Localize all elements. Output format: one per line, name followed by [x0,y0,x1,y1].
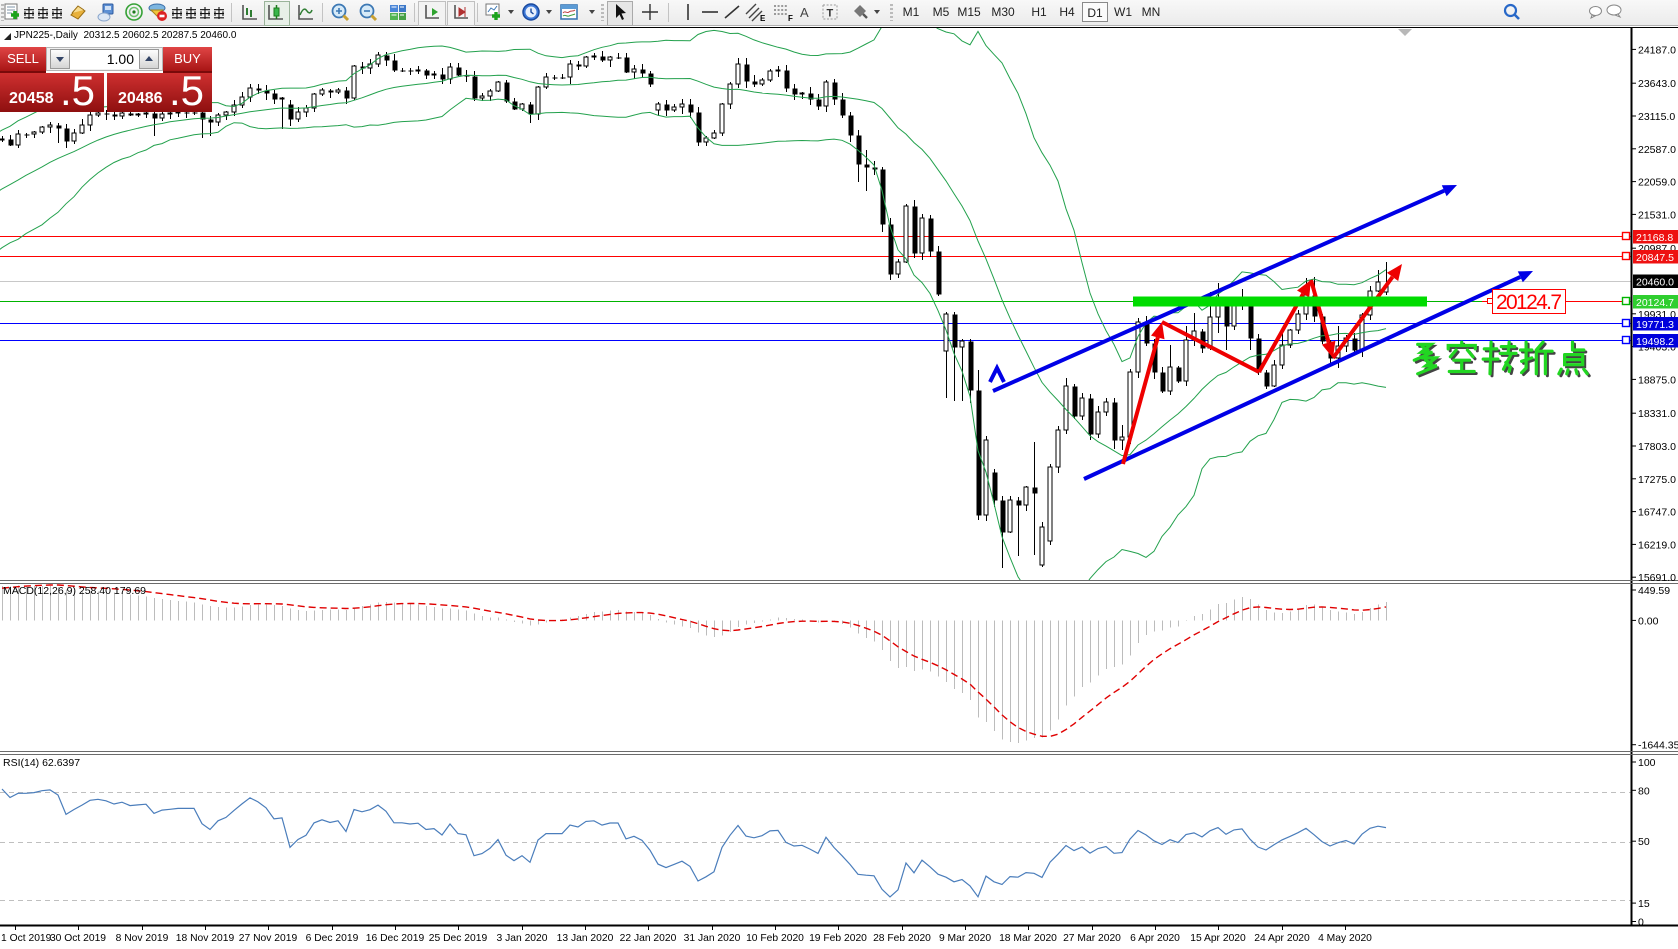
svg-text:E: E [760,14,766,23]
svg-text:18331.0: 18331.0 [1638,408,1676,420]
svg-text:27 Nov 2019: 27 Nov 2019 [239,933,298,944]
svg-text:3 Jan 2020: 3 Jan 2020 [497,933,548,944]
svg-text:16219.0: 16219.0 [1638,539,1676,551]
svg-text:19771.3: 19771.3 [1636,319,1674,331]
svg-text:50: 50 [1638,836,1650,848]
svg-text:F: F [788,14,793,23]
svg-text:9 Mar 2020: 9 Mar 2020 [939,933,991,944]
svg-text:16 Dec 2019: 16 Dec 2019 [366,933,425,944]
svg-text:15 Apr 2020: 15 Apr 2020 [1190,933,1246,944]
svg-text:18875.0: 18875.0 [1638,374,1676,386]
svg-text:100: 100 [1638,757,1656,769]
svg-text:17275.0: 17275.0 [1638,474,1676,486]
svg-text:18 Mar 2020: 18 Mar 2020 [999,933,1057,944]
svg-text:21531.0: 21531.0 [1638,209,1676,221]
svg-text:10 Feb 2020: 10 Feb 2020 [746,933,804,944]
svg-text:4 May 2020: 4 May 2020 [1318,933,1372,944]
svg-text:19498.2: 19498.2 [1636,336,1674,348]
svg-text:8 Nov 2019: 8 Nov 2019 [116,933,169,944]
svg-text:6 Dec 2019: 6 Dec 2019 [306,933,359,944]
svg-text:-1644.35: -1644.35 [1638,740,1678,752]
svg-text:0.00: 0.00 [1638,615,1659,627]
svg-text:18 Nov 2019: 18 Nov 2019 [176,933,235,944]
svg-text:31 Jan 2020: 31 Jan 2020 [684,933,741,944]
svg-text:19 Feb 2020: 19 Feb 2020 [809,933,867,944]
svg-text:22587.0: 22587.0 [1638,144,1676,156]
svg-text:24187.0: 24187.0 [1638,44,1676,56]
svg-text:449.59: 449.59 [1638,585,1670,597]
svg-text:16747.0: 16747.0 [1638,507,1676,519]
svg-text:15: 15 [1638,898,1650,910]
svg-text:RSI(14) 62.6397: RSI(14) 62.6397 [3,757,80,769]
svg-text:27 Mar 2020: 27 Mar 2020 [1063,933,1121,944]
svg-text:22 Jan 2020: 22 Jan 2020 [620,933,677,944]
svg-text:23115.0: 23115.0 [1638,111,1675,123]
svg-text:15691.0: 15691.0 [1638,572,1676,584]
svg-text:MACD(12,26,9) 258.40 179.69: MACD(12,26,9) 258.40 179.69 [3,585,146,597]
svg-text:20124.7: 20124.7 [1636,297,1674,309]
svg-text:20847.5: 20847.5 [1636,252,1674,264]
svg-text:13 Jan 2020: 13 Jan 2020 [557,933,614,944]
svg-text:1 Oct 2019: 1 Oct 2019 [1,933,52,944]
svg-text:80: 80 [1638,785,1650,797]
svg-text:22059.0: 22059.0 [1638,177,1676,189]
svg-text:23643.0: 23643.0 [1638,78,1676,90]
svg-text:30 Oct 2019: 30 Oct 2019 [50,933,106,944]
svg-text:25 Dec 2019: 25 Dec 2019 [429,933,488,944]
svg-text:28 Feb 2020: 28 Feb 2020 [873,933,931,944]
svg-text:21168.8: 21168.8 [1636,232,1673,244]
svg-text:20124.7: 20124.7 [1496,291,1562,314]
svg-text:24 Apr 2020: 24 Apr 2020 [1254,933,1310,944]
svg-text:T: T [827,8,834,20]
svg-text:17803.0: 17803.0 [1638,441,1676,453]
svg-text:6 Apr 2020: 6 Apr 2020 [1130,933,1180,944]
svg-text:20460.0: 20460.0 [1636,277,1674,289]
svg-text:0: 0 [1638,917,1644,929]
